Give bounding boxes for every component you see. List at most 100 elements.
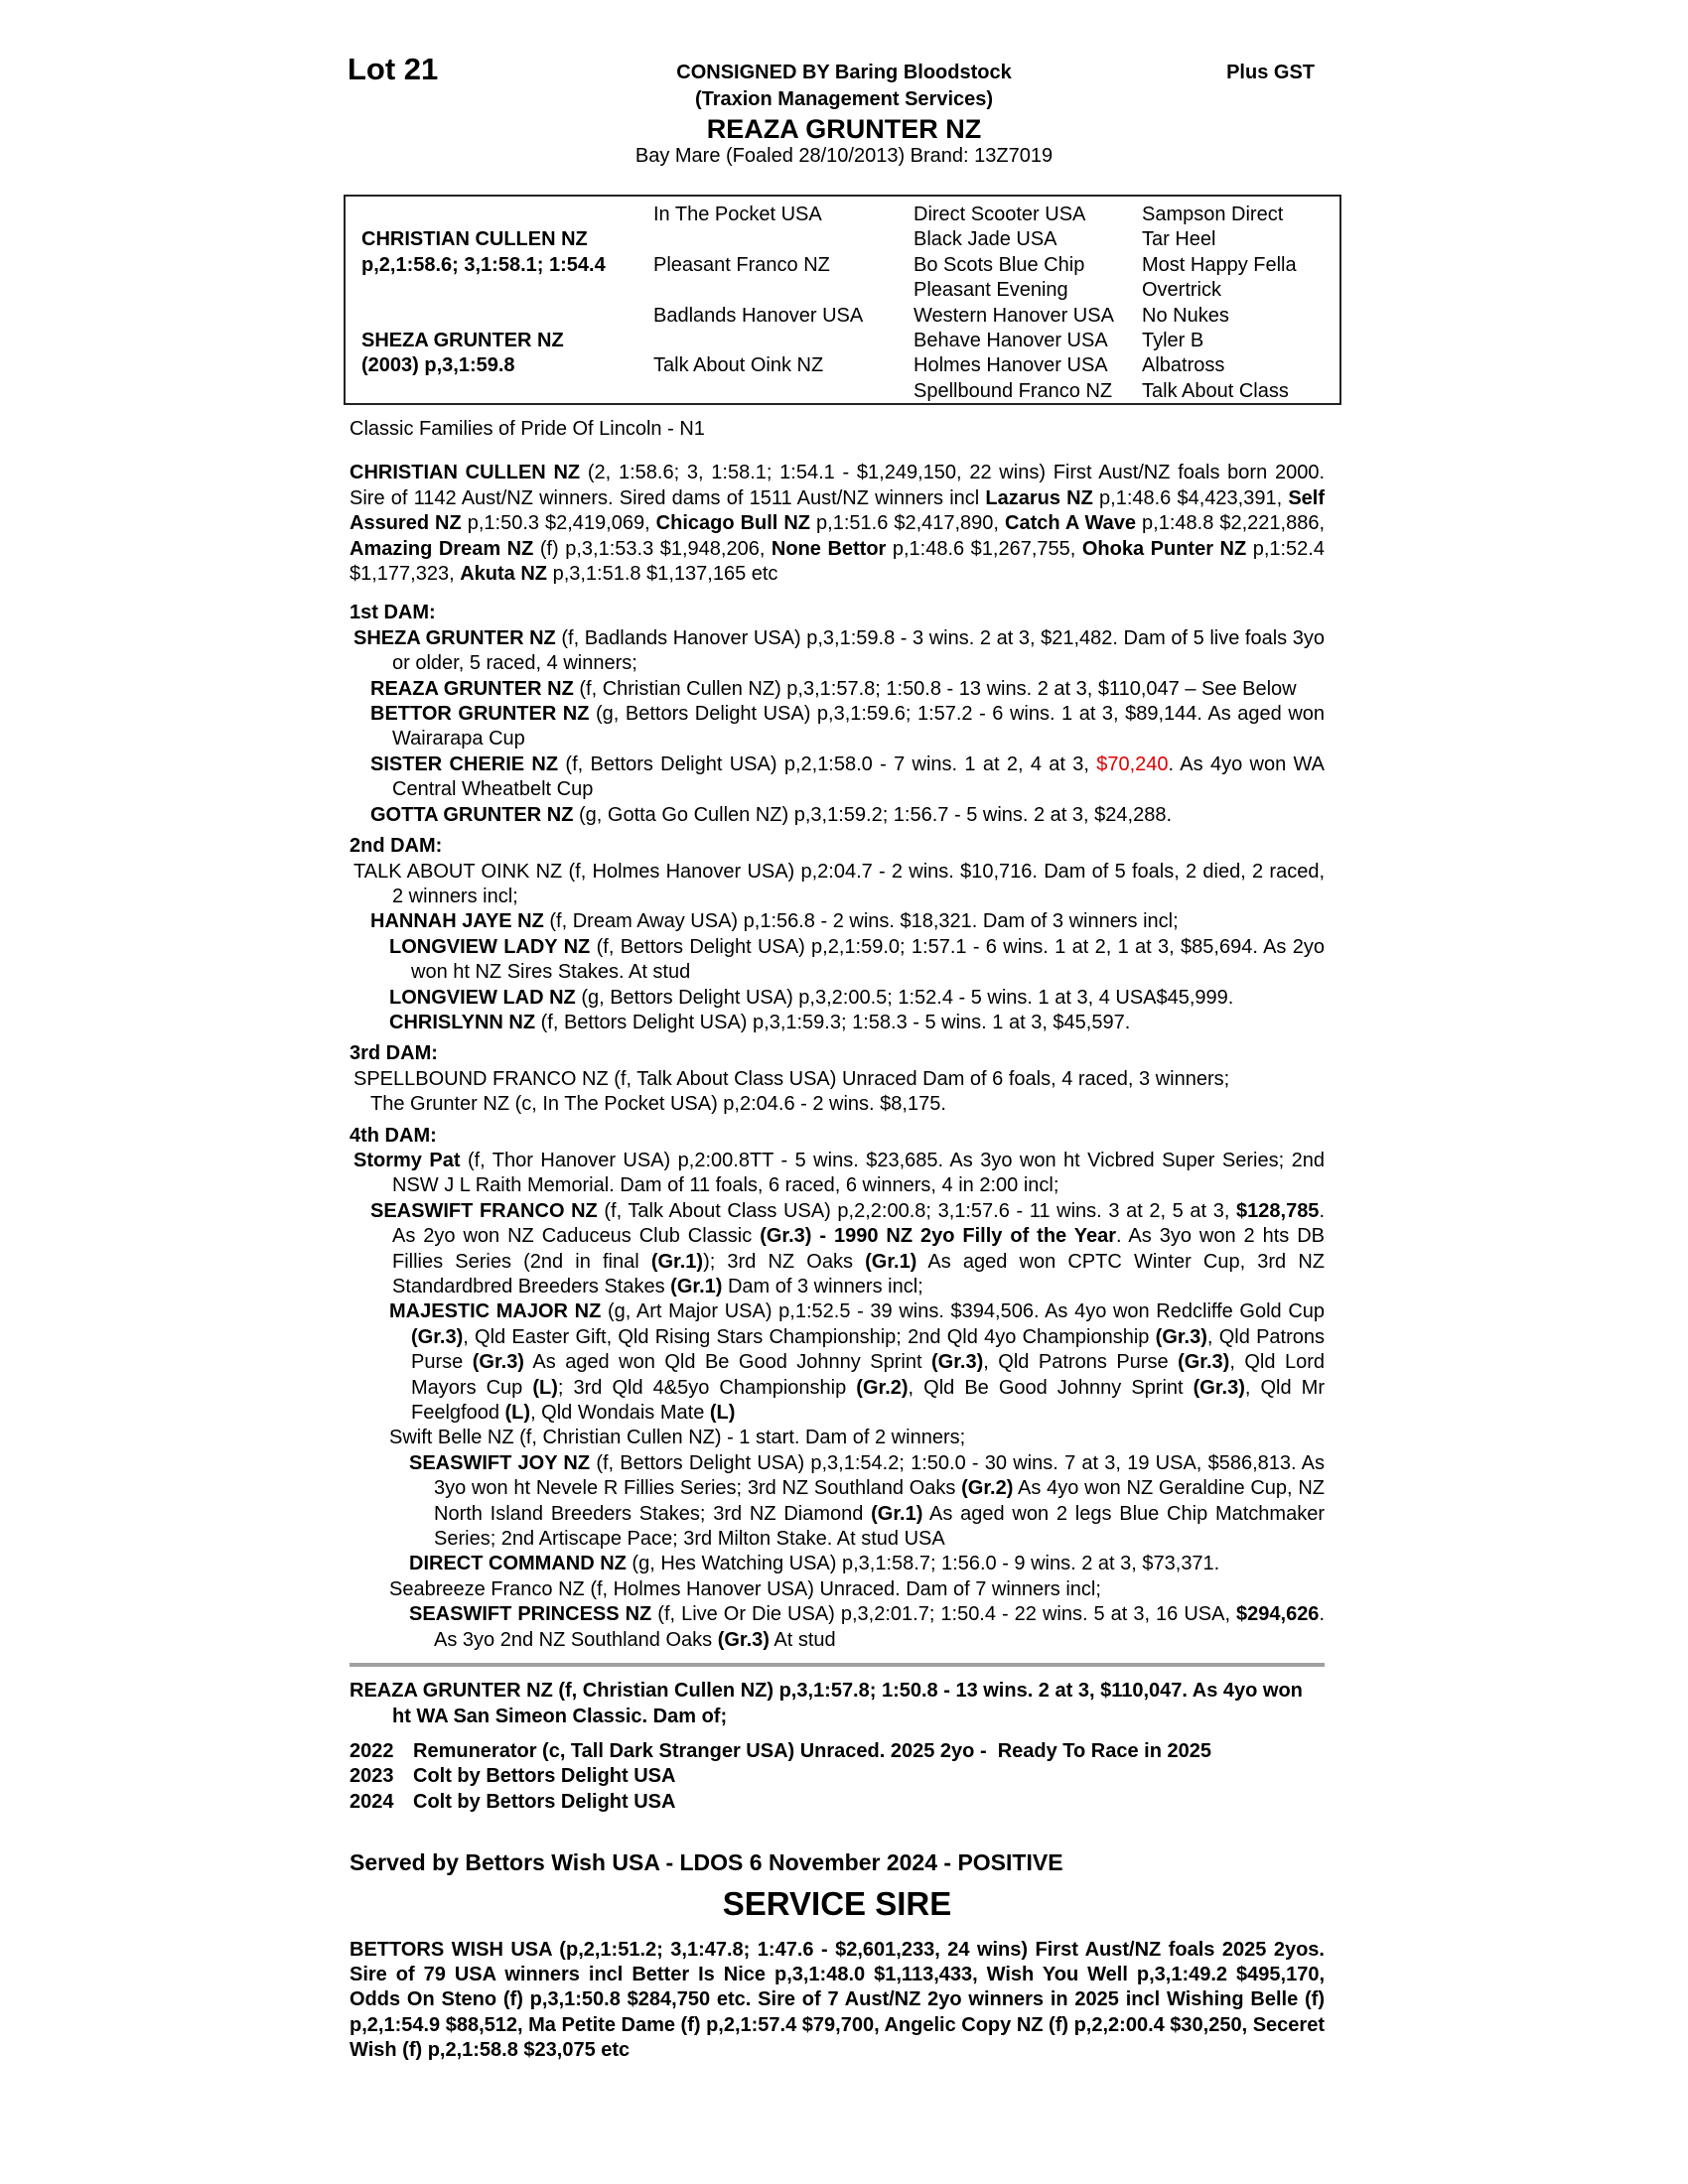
sire-record: p,2,1:58.6; 3,1:58.1; 1:54.4: [361, 253, 606, 276]
dam-entry: SEASWIFT JOY NZ (f, Bettors Delight USA)…: [350, 1451, 1325, 1553]
dam-entry: SEASWIFT FRANCO NZ (f, Talk About Class …: [350, 1199, 1325, 1300]
served-by: Served by Bettors Wish USA - LDOS 6 Nove…: [350, 1849, 1063, 1876]
family-line: Classic Families of Pride Of Lincoln - N…: [350, 418, 705, 440]
pedigree-gen3: Spellbound Franco NZ: [914, 379, 1113, 402]
dam-heading: 1st DAM:: [350, 602, 436, 624]
dam-entry: LONGVIEW LADY NZ (f, Bettors Delight USA…: [350, 935, 1325, 986]
horse-name-bold: Amazing Dream NZ: [350, 537, 534, 560]
text-segment: , Qld Lord Mayors Cup: [411, 1351, 1325, 1399]
pedigree-gen4: Most Happy Fella: [1142, 253, 1297, 276]
horse-name-bold: $294,626: [1236, 1603, 1320, 1626]
dam-entry: Stormy Pat (f, Thor Hanover USA) p,2:00.…: [350, 1149, 1325, 1199]
horse-name-bold: BETTOR GRUNTER NZ: [370, 703, 590, 726]
horse-name-bold: (Gr.1): [670, 1276, 723, 1297]
text-segment: . As 4yo won WA Central Wheatbelt Cup: [392, 752, 1325, 801]
dam-entry: Swift Belle NZ (f, Christian Cullen NZ) …: [350, 1426, 1325, 1450]
dam-entry: REAZA GRUNTER NZ (f, Christian Cullen NZ…: [350, 677, 1325, 702]
horse-name-bold: Self Assured NZ: [350, 486, 1325, 535]
dam-entry: CHRISLYNN NZ (f, Bettors Delight USA) p,…: [350, 1011, 1325, 1035]
horse-name-bold: SISTER CHERIE NZ: [370, 752, 559, 775]
text-segment: (g, Hes Watching USA) p,3,1:58.7; 1:56.0…: [626, 1553, 1220, 1575]
text-segment: ; 3rd Qld 4&5yo Championship: [557, 1376, 857, 1399]
dam-entry: TALK ABOUT OINK NZ (f, Holmes Hanover US…: [350, 860, 1325, 910]
text-segment: p,1:48.6 $4,423,391,: [1092, 486, 1289, 509]
text-segment: . As 3yo 2nd NZ Southland Oaks: [434, 1603, 1325, 1651]
dam-entry: SISTER CHERIE NZ (f, Bettors Delight USA…: [350, 752, 1325, 803]
pedigree-gen3: Bo Scots Blue Chip: [914, 253, 1085, 276]
pedigree-gen4: Tyler B: [1142, 330, 1204, 351]
text-segment: p,1:51.6 $2,417,890,: [810, 512, 1005, 535]
horse-name: REAZA GRUNTER NZ: [706, 114, 982, 144]
text-segment: (g, Gotta Go Cullen NZ) p,3,1:59.2; 1:56…: [573, 803, 1172, 826]
text-segment: TALK ABOUT OINK NZ (f, Holmes Hanover US…: [353, 860, 1325, 907]
text-segment: p,1:48.6 $1,267,755,: [886, 537, 1082, 560]
text-segment: p,1:48.8 $2,221,886,: [1136, 512, 1326, 535]
horse-name-bold: Chicago Bull NZ: [655, 512, 811, 535]
dam-entry: GOTTA GRUNTER NZ (g, Gotta Go Cullen NZ)…: [350, 803, 1325, 828]
foal-description: Remunerator (c, Tall Dark Stranger USA) …: [413, 1739, 1211, 1762]
dam-name: SHEZA GRUNTER NZ: [361, 330, 564, 351]
dam-entry: BETTOR GRUNTER NZ (g, Bettors Delight US…: [350, 702, 1325, 752]
text-segment: As aged won CPTC Winter Cup, 3rd NZ Stan…: [392, 1250, 1325, 1297]
horse-name-bold: Catch A Wave: [1005, 512, 1137, 535]
text-segment: p,3,1:51.8 $1,137,165 etc: [547, 563, 778, 586]
horse-name-bold: (Gr.1): [865, 1250, 917, 1273]
separator: [350, 1663, 1325, 1668]
text-segment: p,1:52.4 $1,177,323,: [350, 537, 1325, 586]
horse-name-bold: Stormy Pat: [353, 1149, 461, 1171]
horse-name-bold: (L): [709, 1402, 736, 1425]
pedigree-gen3: Pleasant Evening: [914, 279, 1068, 302]
horse-name-bold: (Gr.2): [961, 1477, 1014, 1500]
horse-name-bold: (L): [504, 1402, 531, 1425]
dam-heading: 4th DAM:: [350, 1124, 437, 1147]
sire-paragraph: CHRISTIAN CULLEN NZ (2, 1:58.6; 3, 1:58.…: [350, 461, 1325, 587]
text-segment: (f, Bettors Delight USA) p,3,1:59.3; 1:5…: [535, 1011, 1131, 1033]
horse-name-bold: None Bettor: [771, 537, 887, 560]
horse-name-bold: Lazarus NZ: [985, 486, 1093, 509]
consignor-agent: (Traxion Management Services): [694, 88, 994, 110]
pedigree-gen2: Pleasant Franco NZ: [653, 253, 830, 276]
horse-name-bold: (Gr.3): [1155, 1325, 1207, 1348]
pedigree-gen4: No Nukes: [1142, 304, 1229, 327]
dam-sections: 1st DAM: SHEZA GRUNTER NZ (f, Badlands Ha…: [350, 601, 1325, 1653]
foal-row: 2023 Colt by Bettors Delight USA: [350, 1764, 1325, 1789]
dam-entry: Seabreeze Franco NZ (f, Holmes Hanover U…: [350, 1577, 1325, 1602]
horse-name-bold: (Gr.2): [856, 1376, 909, 1399]
pedigree-gen3: Direct Scooter USA: [914, 204, 1086, 225]
text-segment: , Qld Patrons Purse: [411, 1325, 1325, 1374]
pedigree-gen3: Black Jade USA: [914, 228, 1057, 251]
lot-number: Lot 21: [348, 52, 439, 86]
text-segment: (f, Live Or Die USA) p,3,2:01.7; 1:50.4 …: [651, 1603, 1237, 1626]
dam-entry: MAJESTIC MAJOR NZ (g, Art Major USA) p,1…: [350, 1299, 1325, 1426]
pedigree-gen4: Talk About Class: [1142, 379, 1289, 402]
text-segment: At stud: [769, 1628, 836, 1651]
pedigree-gen3: Holmes Hanover USA: [914, 354, 1108, 377]
horse-name-bold: (Gr.1): [650, 1250, 704, 1273]
horse-name-bold: SEASWIFT JOY NZ: [409, 1451, 591, 1474]
horse-name-bold: SHEZA GRUNTER NZ: [353, 626, 556, 649]
text-segment: Swift Belle NZ (f, Christian Cullen NZ) …: [389, 1427, 966, 1449]
text-segment: (f, Bettors Delight USA) p,2,1:58.0 - 7 …: [558, 752, 1097, 775]
horse-name-bold: (Gr.1): [871, 1502, 923, 1525]
dam-heading: 3rd DAM:: [350, 1042, 438, 1065]
dam-entry: HANNAH JAYE NZ (f, Dream Away USA) p,1:5…: [350, 909, 1325, 934]
horse-name-bold: (Gr.3): [717, 1628, 770, 1651]
text-segment: (f, Badlands Hanover USA) p,3,1:59.8 - 3…: [392, 626, 1326, 675]
horse-name-bold: (Gr.3) - 1990 NZ 2yo Filly of the Year: [760, 1225, 1117, 1248]
text-segment: , Qld Wondais Mate: [530, 1402, 710, 1425]
horse-name-bold: $128,785: [1236, 1199, 1320, 1222]
text-segment: p,1:50.3 $2,419,069,: [461, 512, 656, 535]
horse-name-bold: DIRECT COMMAND NZ: [409, 1553, 627, 1575]
pedigree-gen4: Sampson Direct: [1142, 204, 1284, 225]
text-segment: As aged won Qld Be Good Johnny Sprint: [523, 1351, 932, 1374]
text-segment: Dam of 3 winners incl;: [722, 1276, 923, 1297]
lot-summary: REAZA GRUNTER NZ (f, Christian Cullen NZ…: [350, 1680, 1303, 1727]
text-segment: Seabreeze Franco NZ (f, Holmes Hanover U…: [389, 1577, 1101, 1600]
horse-name-bold: (Gr.3): [1193, 1376, 1245, 1399]
sire-name: CHRISTIAN CULLEN NZ: [361, 228, 588, 251]
pedigree-gen2: Talk About Oink NZ: [653, 354, 824, 377]
horse-description: Bay Mare (Foaled 28/10/2013) Brand: 13Z7…: [634, 145, 1054, 167]
text-segment: , Qld Mr Feelgfood: [411, 1376, 1325, 1425]
text-segment: (f, Thor Hanover USA) p,2:00.8TT - 5 win…: [392, 1149, 1325, 1197]
horse-name-bold: Akuta NZ: [460, 563, 548, 586]
